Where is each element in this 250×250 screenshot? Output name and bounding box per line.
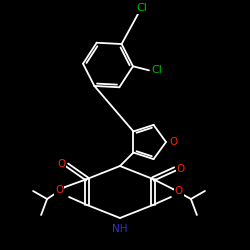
Text: Cl: Cl [136, 3, 147, 13]
Text: O: O [175, 186, 183, 196]
Text: O: O [169, 137, 177, 147]
Text: O: O [57, 159, 65, 169]
Text: Cl: Cl [152, 65, 162, 75]
Text: O: O [55, 185, 63, 195]
Text: O: O [177, 164, 185, 174]
Text: NH: NH [112, 224, 128, 234]
